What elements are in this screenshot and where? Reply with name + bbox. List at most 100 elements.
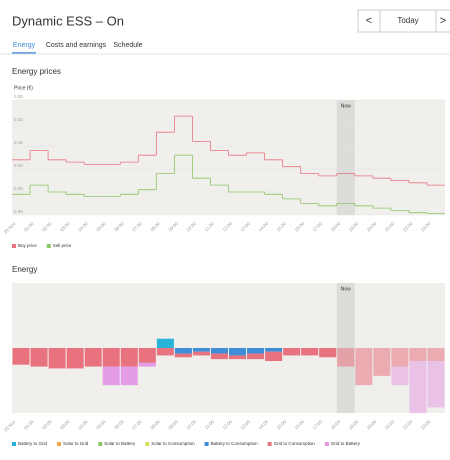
- x-tick-label: 01:00: [23, 221, 35, 233]
- legend-label: Solar to Consumption: [151, 441, 195, 446]
- x-tick-label: 19:00: [348, 419, 360, 431]
- energy-bar: [66, 348, 84, 369]
- x-tick-label: 03:00: [59, 221, 71, 233]
- x-tick-label: 08:00: [149, 419, 161, 431]
- x-tick-label: 20:00: [366, 419, 378, 431]
- energy-bar: [229, 355, 247, 360]
- x-tick-label: 15:00: [276, 221, 288, 233]
- x-tick-label: 16:00: [294, 221, 306, 233]
- x-tick-label: 20:00: [366, 221, 378, 233]
- legend-swatch: [12, 442, 16, 446]
- x-tick-label: 09:00: [167, 419, 179, 431]
- x-tick-label: 21:00: [384, 221, 396, 233]
- energy-bar: [265, 351, 283, 361]
- x-tick-label: 18:00: [330, 419, 342, 431]
- energy-bar: [427, 361, 445, 408]
- x-tick-label: 03:00: [59, 419, 71, 431]
- legend-label: Grid to Battery: [331, 441, 361, 446]
- legend-swatch: [46, 244, 51, 248]
- legend-label: Battery to Grid: [18, 441, 48, 446]
- x-tick-label: 26 Nov: [3, 418, 17, 432]
- x-tick-label: 06:00: [113, 221, 125, 233]
- energy-bar: [120, 366, 138, 386]
- energy-bar: [138, 362, 156, 367]
- plot-area: [12, 283, 445, 413]
- plot-area: [12, 100, 445, 215]
- x-tick-label: 06:00: [113, 419, 125, 431]
- now-band: [336, 100, 355, 215]
- y-tick-label: 0.05: [14, 186, 23, 191]
- y-tick-label: 0.25: [14, 94, 23, 99]
- x-tick-label: 23:00: [420, 221, 432, 233]
- legend-label: Solar to Grid: [63, 441, 89, 446]
- energy-bar: [355, 348, 373, 386]
- energy-bar: [84, 348, 102, 367]
- energy-bar: [247, 348, 265, 354]
- x-tick-label: 08:00: [149, 221, 161, 233]
- x-tick-label: 21:00: [384, 419, 396, 431]
- energy-bar: [373, 348, 391, 376]
- date-label[interactable]: Today: [397, 16, 418, 25]
- page-title: Dynamic ESS – On: [12, 13, 124, 28]
- legend-swatch: [145, 442, 150, 446]
- x-tick-label: 18:00: [330, 221, 342, 233]
- x-tick-label: 23:00: [420, 419, 432, 431]
- energy-bar: [409, 348, 427, 361]
- x-tick-label: 07:00: [131, 419, 143, 431]
- x-tick-label: 17:00: [312, 419, 324, 431]
- legend-swatch: [324, 442, 329, 446]
- energy-bar: [229, 348, 247, 356]
- energy-bar: [319, 348, 337, 358]
- x-tick-label: 12:00: [222, 221, 234, 233]
- energy-bar: [409, 361, 427, 413]
- next-button[interactable]: [435, 9, 450, 33]
- x-tick-label: 13:00: [240, 221, 252, 233]
- energy-bar: [210, 348, 228, 354]
- x-tick-label: 11:00: [204, 221, 216, 233]
- energy-bar: [48, 348, 66, 369]
- section-title: Energy prices: [12, 67, 61, 76]
- y-tick-label: 0.15: [14, 140, 23, 145]
- energy-bar: [174, 348, 192, 354]
- x-tick-label: 04:00: [77, 221, 89, 233]
- energy-bar: [192, 351, 210, 356]
- energy-bar: [138, 348, 156, 363]
- legend-swatch: [57, 442, 62, 446]
- legend-swatch: [98, 442, 103, 446]
- energy-bar: [301, 348, 319, 356]
- x-tick-label: 05:00: [95, 419, 107, 431]
- x-tick-label: 02:00: [41, 419, 53, 431]
- energy-bar: [283, 348, 301, 356]
- x-tick-label: 17:00: [312, 221, 324, 233]
- y-tick-label: 0.00: [14, 209, 23, 214]
- energy-bar: [192, 348, 210, 352]
- x-tick-label: 13:00: [240, 419, 252, 431]
- legend-label: Solar to Battery: [104, 441, 136, 446]
- tab[interactable]: Schedule: [113, 42, 142, 49]
- legend-swatch: [267, 442, 272, 446]
- now-label: Now: [341, 103, 351, 109]
- now-label: Now: [341, 286, 351, 292]
- x-tick-label: 14:00: [258, 419, 270, 431]
- x-tick-label: 12:00: [222, 419, 234, 431]
- energy-bar: [102, 366, 120, 386]
- legend-label: Sell price: [53, 243, 72, 248]
- energy-bar: [30, 348, 48, 367]
- x-tick-label: 02:00: [41, 221, 53, 233]
- tab[interactable]: Costs and earnings: [46, 42, 107, 49]
- legend-label: Grid to Consumption: [274, 441, 316, 446]
- x-tick-label: 26 Nov: [3, 220, 17, 234]
- x-tick-label: 10:00: [185, 419, 197, 431]
- energy-bar: [391, 366, 409, 386]
- energy-bar: [247, 353, 265, 360]
- prev-label[interactable]: <: [366, 15, 372, 27]
- energy-bar: [120, 348, 138, 367]
- next-label[interactable]: >: [440, 15, 446, 27]
- tab[interactable]: Energy: [13, 42, 36, 49]
- x-tick-label: 19:00: [348, 221, 360, 233]
- energy-bar: [12, 348, 30, 365]
- x-tick-label: 05:00: [95, 221, 107, 233]
- energy-bar: [337, 348, 355, 367]
- energy-bar: [156, 348, 174, 356]
- x-tick-label: 15:00: [276, 419, 288, 431]
